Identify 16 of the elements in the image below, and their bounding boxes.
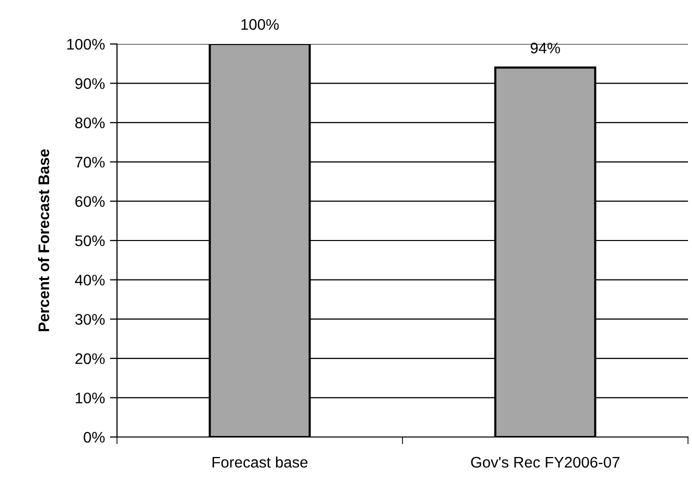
y-tick-label: 30% — [75, 314, 105, 325]
y-tick-label: 70% — [75, 156, 105, 168]
y-tick-label: 50% — [75, 235, 105, 246]
data-label: 100% — [241, 19, 279, 30]
y-tick-label: 40% — [74, 274, 105, 286]
y-tick-label: 0% — [84, 432, 105, 443]
x-tick-label: Gov's Rec FY2006-07 — [471, 456, 620, 468]
y-tick-label: 20% — [75, 353, 105, 364]
x-tick-label: Forecast base — [212, 456, 308, 468]
y-tick-label: 60% — [75, 196, 105, 207]
y-tick-label: 80% — [75, 117, 105, 128]
y-tick-label: 90% — [75, 78, 105, 89]
y-tick-label: 10% — [76, 392, 105, 404]
y-axis-title: Percent of Forecast Base — [38, 149, 50, 332]
y-tick-label: 100% — [67, 38, 105, 50]
data-label: 94% — [530, 42, 560, 54]
